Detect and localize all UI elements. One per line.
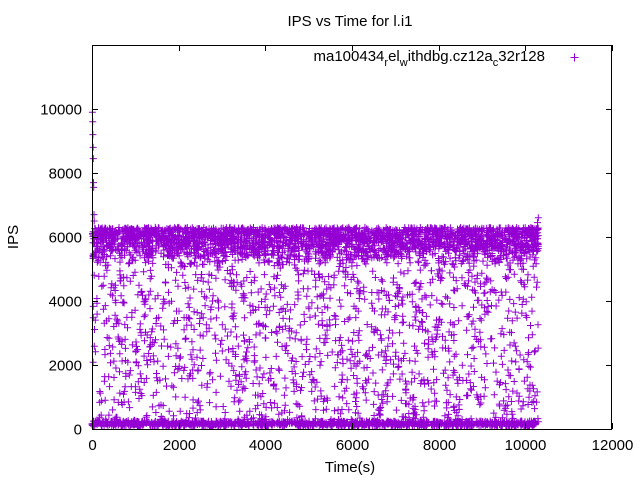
legend-text-part: ma100434: [313, 48, 384, 65]
legend-text-part: ithdbg.cz12a: [408, 48, 494, 65]
legend-series-label: ma100434relwithdbg.cz12ac32r128: [313, 48, 545, 69]
x-tick-label: 4000: [249, 437, 282, 454]
legend-text-part: 32r128: [498, 48, 545, 65]
y-axis-ticks: 0 2000 4000 6000 8000 10000: [40, 102, 612, 439]
legend-text-part: c: [493, 57, 499, 69]
x-axis-label: Time(s): [325, 459, 375, 476]
y-tick-label: 0: [74, 422, 82, 439]
x-tick-label: 6000: [336, 437, 369, 454]
series-points: [88, 108, 542, 430]
y-tick-label: 6000: [49, 230, 82, 247]
y-tick-label: 2000: [49, 358, 82, 375]
legend: ma100434relwithdbg.cz12ac32r128: [313, 48, 579, 69]
legend-plus-marker: [570, 53, 579, 62]
y-tick-label: 10000: [40, 102, 82, 119]
legend-text-part: r: [384, 57, 388, 69]
data-points: [88, 108, 542, 430]
legend-marker: [570, 53, 579, 62]
x-tick-label: 12000: [592, 437, 634, 454]
x-tick-label: 10000: [505, 437, 547, 454]
chart-title: IPS vs Time for l.i1: [287, 13, 412, 30]
y-tick-label: 4000: [49, 294, 82, 311]
legend-text-part: w: [399, 57, 408, 69]
y-tick-label: 8000: [49, 166, 82, 183]
x-axis-ticks: 0 2000 4000 6000 8000 10000 12000: [88, 45, 633, 454]
y-axis-label: IPS: [5, 225, 22, 249]
x-tick-label: 8000: [423, 437, 456, 454]
legend-text-part: el: [388, 48, 400, 65]
x-tick-label: 0: [88, 437, 96, 454]
x-tick-label: 2000: [163, 437, 196, 454]
